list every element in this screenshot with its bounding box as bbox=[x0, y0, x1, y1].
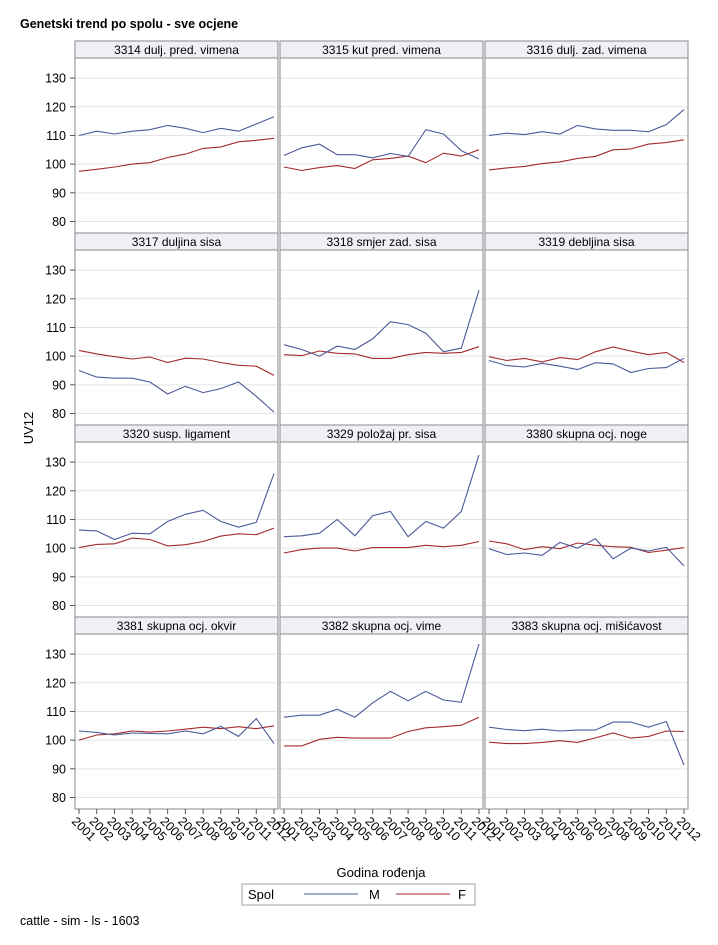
y-tick-label: 120 bbox=[45, 292, 66, 306]
series-line-m bbox=[488, 109, 685, 137]
legend-title: Spol bbox=[248, 887, 274, 902]
y-tick-label: 110 bbox=[46, 705, 66, 719]
panel-frame bbox=[74, 249, 279, 426]
axes: 80 90 100 110 120 130 80 90 100 110 120 130 80 90 100 1… bbox=[45, 72, 703, 844]
y-tick-label: 100 bbox=[45, 542, 66, 556]
panel-frame bbox=[484, 441, 689, 618]
series-line-f bbox=[488, 540, 685, 554]
panel-frame bbox=[74, 57, 279, 234]
panel-title: 3382 skupna ocj. vime bbox=[322, 619, 442, 633]
y-tick-label: 80 bbox=[52, 791, 66, 805]
x-axis-label: Godina rođenja bbox=[337, 865, 427, 880]
panel-title: 3319 debljina sisa bbox=[538, 235, 634, 249]
panel-title: 3329 položaj pr. sisa bbox=[327, 427, 437, 441]
series-line-m bbox=[488, 538, 685, 567]
series-line-f bbox=[78, 527, 275, 549]
y-tick-label: 80 bbox=[52, 599, 66, 613]
series-line-f bbox=[283, 540, 480, 554]
y-tick-label: 120 bbox=[45, 100, 66, 114]
series-line-m bbox=[488, 357, 685, 374]
series-line-f bbox=[78, 349, 275, 376]
y-tick-label: 110 bbox=[46, 321, 66, 335]
panel-frame bbox=[279, 249, 484, 426]
series-line-m bbox=[488, 720, 685, 766]
y-axis-label: UV12 bbox=[21, 412, 36, 445]
series-line-f bbox=[488, 346, 685, 363]
panel: 3315 kut pred. vimena bbox=[279, 40, 484, 234]
panel-title: 3380 skupna ocj. noge bbox=[526, 427, 647, 441]
panel-frame bbox=[484, 633, 689, 810]
y-tick-label: 130 bbox=[45, 264, 66, 278]
y-tick-label: 90 bbox=[52, 378, 66, 392]
panel-frame bbox=[484, 249, 689, 426]
panel-title: 3317 duljina sisa bbox=[132, 235, 222, 249]
y-tick-label: 80 bbox=[52, 407, 66, 421]
panel-grid: 3314 dulj. pred. vimena 3315 kut pred. vi… bbox=[74, 40, 689, 810]
panel-title: 3320 susp. ligament bbox=[123, 427, 231, 441]
y-tick-label: 100 bbox=[45, 158, 66, 172]
panel-frame bbox=[279, 441, 484, 618]
panel: 3382 skupna ocj. vime bbox=[279, 616, 484, 810]
y-tick-label: 130 bbox=[45, 72, 66, 86]
footer-note: cattle - sim - ls - 1603 bbox=[20, 914, 140, 928]
series-line-f bbox=[78, 137, 275, 172]
series-line-m bbox=[283, 129, 480, 160]
panel-title: 3381 skupna ocj. okvir bbox=[117, 619, 236, 633]
panel-frame bbox=[74, 441, 279, 618]
series-line-m bbox=[78, 473, 275, 541]
series-line-m bbox=[283, 643, 480, 718]
series-line-m bbox=[78, 369, 275, 413]
panel-title: 3315 kut pred. vimena bbox=[322, 43, 441, 57]
legend: Spol M F bbox=[241, 883, 476, 906]
legend-box bbox=[241, 883, 476, 906]
series-line-m bbox=[78, 717, 275, 744]
panel: 3383 skupna ocj. mišićavost bbox=[484, 616, 689, 810]
y-tick-label: 130 bbox=[45, 456, 66, 470]
y-tick-label: 90 bbox=[52, 186, 66, 200]
legend-label-female: F bbox=[458, 887, 466, 902]
panel-title: 3318 smjer zad. sisa bbox=[326, 235, 436, 249]
y-tick-label: 120 bbox=[45, 484, 66, 498]
panel: 3380 skupna ocj. noge bbox=[484, 424, 689, 618]
series-line-f bbox=[283, 149, 480, 172]
legend-label-male: M bbox=[369, 887, 380, 902]
series-line-m bbox=[283, 290, 480, 357]
panel: 3314 dulj. pred. vimena bbox=[74, 40, 279, 234]
panel-frame bbox=[74, 633, 279, 810]
panel: 3317 duljina sisa bbox=[74, 232, 279, 426]
panel: 3381 skupna ocj. okvir bbox=[74, 616, 279, 810]
panel: 3320 susp. ligament bbox=[74, 424, 279, 618]
y-tick-label: 120 bbox=[45, 676, 66, 690]
y-tick-label: 90 bbox=[52, 762, 66, 776]
y-tick-label: 100 bbox=[45, 734, 66, 748]
panel-title: 3314 dulj. pred. vimena bbox=[114, 43, 239, 57]
series-line-f bbox=[488, 139, 685, 171]
series-line-m bbox=[78, 116, 275, 137]
y-tick-label: 90 bbox=[52, 570, 66, 584]
panel: 3318 smjer zad. sisa bbox=[279, 232, 484, 426]
series-line-m bbox=[283, 454, 480, 538]
panel: 3316 dulj. zad. vimena bbox=[484, 40, 689, 234]
panel-frame bbox=[484, 57, 689, 234]
panel: 3329 položaj pr. sisa bbox=[279, 424, 484, 618]
panel-title: 3316 dulj. zad. vimena bbox=[526, 43, 646, 57]
chart-title: Genetski trend po spolu - sve ocjene bbox=[20, 17, 238, 31]
panel-title: 3383 skupna ocj. mišićavost bbox=[511, 619, 662, 633]
y-tick-label: 130 bbox=[45, 648, 66, 662]
panel: 3319 debljina sisa bbox=[484, 232, 689, 426]
series-line-f bbox=[284, 716, 480, 747]
y-tick-label: 100 bbox=[45, 350, 66, 364]
y-tick-label: 110 bbox=[46, 513, 66, 527]
y-tick-label: 110 bbox=[46, 129, 66, 143]
series-line-f bbox=[78, 725, 275, 741]
series-line-f bbox=[488, 730, 685, 745]
panel-frame bbox=[279, 633, 484, 810]
y-tick-label: 80 bbox=[52, 215, 66, 229]
series-line-f bbox=[283, 346, 480, 359]
